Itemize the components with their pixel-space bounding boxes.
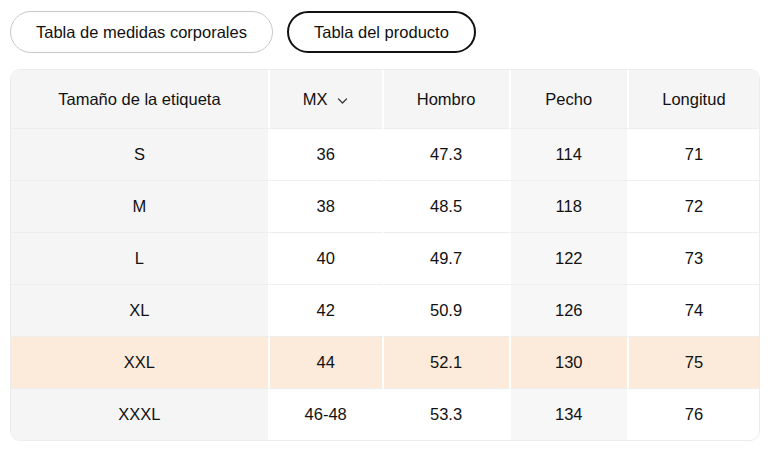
table-header-row: Tamaño de la etiqueta MX Hombro Pecho Lo…	[11, 70, 759, 128]
table-row: XL 42 50.9 126 74	[11, 284, 759, 336]
length-cell: 74	[629, 284, 759, 336]
header-chest: Pecho	[511, 70, 629, 128]
length-cell: 73	[629, 232, 759, 284]
shoulder-cell: 50.9	[384, 284, 511, 336]
header-length: Longitud	[629, 70, 759, 128]
size-table-container: Tamaño de la etiqueta MX Hombro Pecho Lo…	[10, 69, 760, 441]
chest-cell: 130	[511, 336, 629, 388]
length-cell: 72	[629, 180, 759, 232]
shoulder-cell: 48.5	[384, 180, 511, 232]
length-cell: 71	[629, 128, 759, 180]
shoulder-cell: 47.3	[384, 128, 511, 180]
size-cell: XXXL	[11, 388, 270, 440]
mx-cell: 36	[270, 128, 384, 180]
length-cell: 75	[629, 336, 759, 388]
chest-cell: 114	[511, 128, 629, 180]
size-cell: XXL	[11, 336, 270, 388]
size-cell: XL	[11, 284, 270, 336]
mx-cell: 46-48	[270, 388, 384, 440]
mx-cell: 40	[270, 232, 384, 284]
tab-product-table[interactable]: Tabla del producto	[287, 11, 476, 53]
chest-cell: 134	[511, 388, 629, 440]
table-row: L 40 49.7 122 73	[11, 232, 759, 284]
header-unit-dropdown[interactable]: MX	[270, 70, 384, 128]
shoulder-cell: 52.1	[384, 336, 511, 388]
table-row-highlighted: XXL 44 52.1 130 75	[11, 336, 759, 388]
table-row: XXXL 46-48 53.3 134 76	[11, 388, 759, 440]
chest-cell: 122	[511, 232, 629, 284]
chest-cell: 118	[511, 180, 629, 232]
header-shoulder: Hombro	[384, 70, 511, 128]
size-chart-tabs: Tabla de medidas corporales Tabla del pr…	[0, 0, 770, 53]
tab-body-measurements[interactable]: Tabla de medidas corporales	[10, 11, 273, 53]
size-table: Tamaño de la etiqueta MX Hombro Pecho Lo…	[11, 70, 759, 440]
mx-cell: 44	[270, 336, 384, 388]
length-cell: 76	[629, 388, 759, 440]
chevron-down-icon	[336, 94, 349, 107]
table-row: M 38 48.5 118 72	[11, 180, 759, 232]
size-cell: M	[11, 180, 270, 232]
mx-cell: 42	[270, 284, 384, 336]
size-cell: S	[11, 128, 270, 180]
size-cell: L	[11, 232, 270, 284]
shoulder-cell: 53.3	[384, 388, 511, 440]
mx-cell: 38	[270, 180, 384, 232]
header-size-label: Tamaño de la etiqueta	[11, 70, 270, 128]
shoulder-cell: 49.7	[384, 232, 511, 284]
chest-cell: 126	[511, 284, 629, 336]
unit-dropdown-value: MX	[303, 90, 328, 109]
table-row: S 36 47.3 114 71	[11, 128, 759, 180]
